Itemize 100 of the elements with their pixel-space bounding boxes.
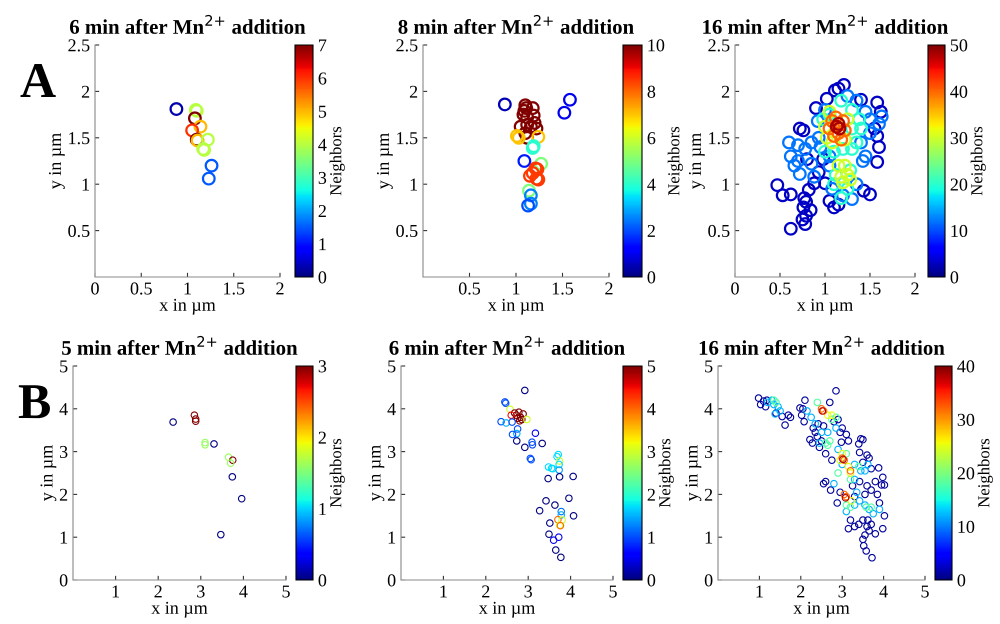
x-axis-title: x in µm [159, 298, 216, 315]
color-bar-label: 4 [318, 138, 327, 151]
color-bar-label: 0 [958, 574, 966, 586]
color-bar-label: 30 [950, 132, 968, 144]
color-bar-label: 0 [648, 271, 656, 284]
x-tick-label: 2 [154, 585, 162, 598]
color-bar-label: 40 [950, 86, 968, 98]
y-tick-label: 5 [388, 360, 396, 372]
y-tick-label: 0.5 [68, 224, 90, 238]
y-tick-label: 2 [82, 86, 90, 98]
x-tick-label: 1 [112, 585, 120, 598]
y-tick-label: 0.5 [396, 224, 418, 238]
x-tick-label: 1 [756, 585, 763, 598]
color-bar-label: 5 [318, 106, 326, 118]
y-tick-label: 5 [60, 360, 68, 372]
y-axis-title: y in µm [48, 133, 65, 190]
chart-title: 6 min after Mn$^{2+}$ addition [389, 336, 625, 355]
color-bar-title: Neighbors [970, 126, 986, 196]
x-tick-label: 4 [879, 586, 888, 598]
x-tick-label: 3 [838, 585, 846, 598]
x-tick-label: 0.5 [458, 282, 480, 295]
chart-title: 16 min after Mn$^{2+}$ addition [703, 14, 948, 34]
x-axis-title: x in µm [478, 602, 535, 618]
y-tick-label: 1 [60, 532, 68, 544]
y-tick-label: 4 [704, 403, 713, 416]
color-bar-label: 30 [958, 414, 974, 426]
y-tick-label: 2 [388, 488, 396, 501]
y-axis-title: y in µm [688, 133, 705, 190]
y-tick-label: 4 [59, 403, 68, 416]
y-tick-label: 0.5 [708, 224, 730, 238]
x-tick-label: 0.5 [769, 282, 791, 295]
text: A [20, 64, 56, 98]
x-tick-label: 4 [566, 586, 575, 598]
color-bar-label: 20 [958, 467, 974, 480]
chart-title: 6 min after Mn$^{2+}$ addition [70, 14, 306, 34]
x-tick-label: 0 [731, 282, 739, 295]
y-tick-label: 1 [706, 532, 712, 544]
x-tick-label: 3 [524, 585, 532, 598]
text: B [18, 385, 50, 418]
x-tick-label: 5 [610, 586, 617, 598]
x-tick-label: 2 [276, 282, 284, 294]
x-tick-label: 3 [197, 585, 205, 598]
x-tick-label: 2 [911, 282, 919, 294]
color-bar-label: 10 [951, 224, 968, 238]
color-bar-label: 3 [318, 360, 326, 372]
x-tick-label: 1 [184, 282, 191, 294]
color-bar-label: 2 [648, 488, 655, 501]
color-bar-label: 6 [318, 72, 326, 85]
color-bar-label: 6 [648, 132, 656, 144]
chart-title: 8 min after Mn$^{2+}$ addition [398, 14, 634, 34]
color-bar-label: 10 [648, 39, 664, 52]
color-bar-label: 1 [319, 503, 326, 515]
y-tick-label: 0 [60, 574, 68, 586]
x-tick-label: 5 [922, 586, 929, 598]
x-tick-label: 1 [822, 282, 828, 294]
color-bar-label: 7 [319, 39, 326, 52]
color-bar-title: Neighbors [978, 438, 993, 508]
color-bar-title: Neighbors [330, 438, 345, 508]
y-tick-label: 2 [410, 86, 418, 98]
x-tick-label: 0.5 [130, 282, 152, 295]
y-tick-label: 1.5 [69, 132, 90, 144]
y-tick-label: 1.5 [397, 132, 418, 144]
y-tick-label: 2 [60, 488, 68, 501]
x-tick-label: 4 [239, 586, 248, 598]
x-tick-label: 1 [440, 585, 447, 598]
y-tick-label: 2.5 [68, 39, 90, 52]
y-axis-title: y in µm [685, 445, 702, 502]
y-tick-label: 2.5 [396, 39, 418, 52]
x-tick-label: 1.5 [552, 282, 574, 295]
y-tick-label: 2.5 [708, 39, 730, 52]
x-axis-title: x in µm [151, 602, 208, 618]
color-bar-label: 20 [950, 178, 968, 191]
color-bar-label: 2 [318, 205, 326, 217]
y-tick-label: 1 [722, 178, 730, 190]
color-bar-title: Neighbors [658, 438, 674, 508]
x-tick-label: 1.5 [224, 282, 244, 295]
x-tick-label: 1.5 [860, 282, 881, 295]
color-bar-label: 4 [647, 178, 656, 190]
y-tick-label: 0 [704, 574, 712, 586]
color-bar-label: 0 [318, 574, 326, 586]
y-tick-label: 1 [82, 178, 90, 190]
y-axis-title: y in µm [368, 445, 384, 502]
color-bar-label: 1 [319, 238, 326, 250]
color-bar-label: 4 [647, 403, 656, 416]
x-tick-label: 2 [797, 585, 804, 598]
color-bar-label: 2 [648, 224, 655, 237]
x-axis-title: x in µm [796, 298, 853, 315]
y-tick-label: 1 [388, 532, 396, 544]
color-bar-title: Neighbors [668, 126, 683, 196]
y-tick-label: 3 [388, 446, 396, 458]
y-tick-label: 2 [704, 488, 712, 501]
color-bar-label: 3 [648, 446, 656, 458]
color-bar-title: Neighbors [330, 126, 345, 196]
color-bar-label: 5 [648, 360, 656, 372]
chart-title: 5 min after Mn$^{2+}$ addition [62, 336, 298, 355]
color-bar-label: 10 [958, 520, 974, 533]
color-bar-label: 0 [648, 574, 656, 586]
y-tick-label: 3 [60, 446, 68, 458]
color-bar-label: 0 [950, 271, 958, 284]
color-bar-label: 0 [318, 271, 326, 284]
